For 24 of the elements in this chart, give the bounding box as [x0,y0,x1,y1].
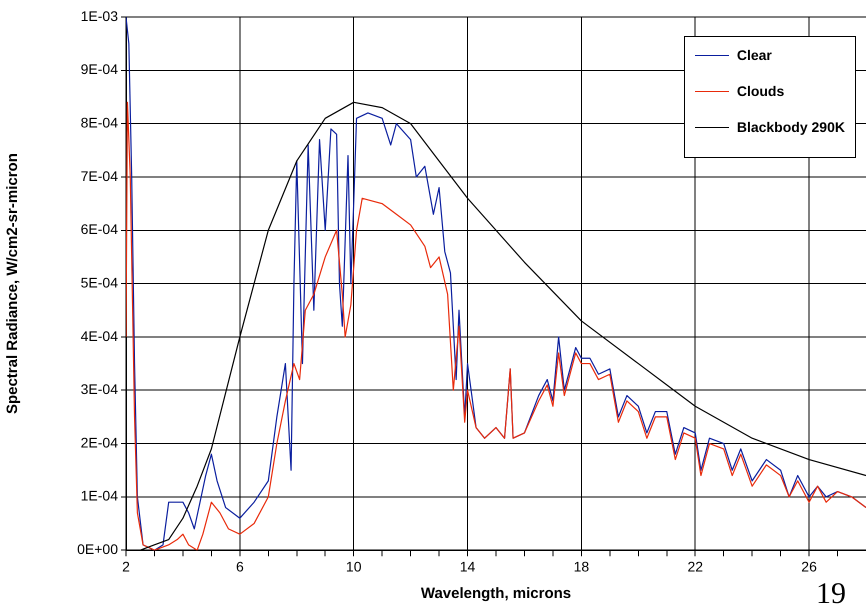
y-axis-title: Spectral Radiance, W/cm2-sr-micron [4,153,22,414]
y-tick-label: 5E-04 [80,274,118,290]
y-tick-label: 2E-04 [80,434,118,450]
x-tick-label: 2 [122,558,130,574]
x-axis-title: Wavelength, microns [420,585,572,602]
y-tick-label: 8E-04 [80,114,118,130]
y-tick-label: 0E+00 [77,541,118,558]
x-tick-label: 18 [574,558,590,574]
legend-label: Clear [736,47,772,63]
y-tick-label: 3E-04 [80,381,118,398]
y-tick-label: 6E-04 [80,221,118,238]
y-tick-label: 1E-03 [80,8,118,24]
x-tick-label: 26 [801,558,818,574]
y-tick-label: 7E-04 [80,168,118,184]
y-tick-label: 1E-04 [80,488,118,504]
y-tick-label: 9E-04 [80,61,118,78]
y-tick-label: 4E-04 [80,328,118,344]
legend-label: Blackbody 290K [736,119,845,135]
legend-label: Clouds [736,83,784,99]
x-tick-label: 10 [346,558,362,574]
x-tick-label: 14 [460,558,476,574]
text: 19 [816,577,846,607]
x-tick-label: 6 [236,558,244,574]
x-tick-label: 22 [687,558,704,574]
